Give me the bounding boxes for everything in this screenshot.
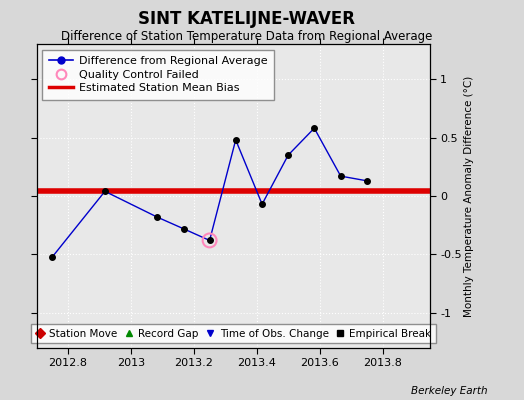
Y-axis label: Monthly Temperature Anomaly Difference (°C): Monthly Temperature Anomaly Difference (… xyxy=(464,75,475,317)
Text: Berkeley Earth: Berkeley Earth xyxy=(411,386,487,396)
Text: SINT KATELIJNE-WAVER: SINT KATELIJNE-WAVER xyxy=(138,10,355,28)
Point xyxy=(205,237,214,244)
Text: Difference of Station Temperature Data from Regional Average: Difference of Station Temperature Data f… xyxy=(61,30,432,43)
Legend: Station Move, Record Gap, Time of Obs. Change, Empirical Break: Station Move, Record Gap, Time of Obs. C… xyxy=(30,324,436,343)
